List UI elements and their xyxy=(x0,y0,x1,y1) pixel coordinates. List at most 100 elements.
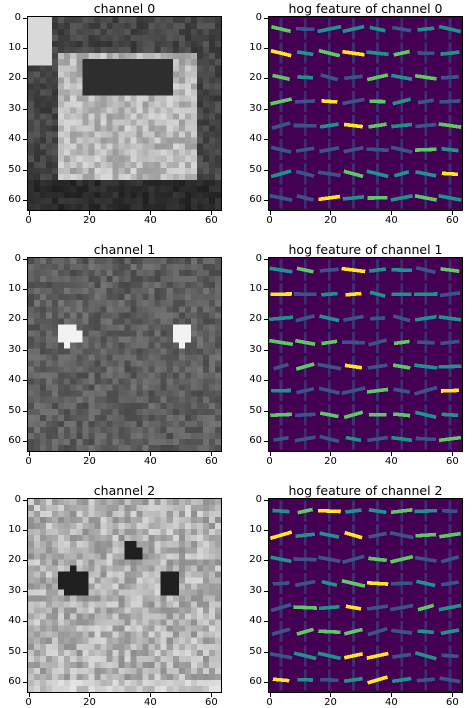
pixel-block xyxy=(40,415,46,421)
pixel-block xyxy=(185,204,191,210)
pixel-block xyxy=(82,511,88,517)
pixel-block xyxy=(118,270,124,276)
pixel-block xyxy=(88,517,94,523)
pixel-block xyxy=(209,541,215,547)
pixel-block xyxy=(149,95,155,101)
pixel-block xyxy=(100,614,106,620)
pixel-block xyxy=(173,553,179,559)
pixel-block xyxy=(179,565,185,571)
pixel-block xyxy=(94,120,100,126)
pixel-block xyxy=(179,192,185,198)
pixel-block xyxy=(191,276,197,282)
pixel-block xyxy=(40,258,46,264)
pixel-block xyxy=(203,138,209,144)
pixel-block xyxy=(94,258,100,264)
pixel-block xyxy=(70,577,76,583)
pixel-block xyxy=(118,439,124,445)
pixel-block xyxy=(94,541,100,547)
pixel-block xyxy=(167,517,173,523)
pixel-block xyxy=(167,23,173,29)
pixel-block xyxy=(106,517,112,523)
pixel-block xyxy=(137,668,143,674)
pixel-block xyxy=(215,541,221,547)
pixel-block xyxy=(131,330,137,336)
pixel-block xyxy=(173,312,179,318)
pixel-block xyxy=(106,355,112,361)
pixel-block xyxy=(46,680,52,686)
pixel-block xyxy=(58,77,64,83)
pixel-block xyxy=(52,59,58,65)
pixel-block xyxy=(118,397,124,403)
pixel-block xyxy=(82,288,88,294)
pixel-block xyxy=(125,126,131,132)
pixel-block xyxy=(34,445,40,451)
pixel-block xyxy=(215,638,221,644)
pixel-block xyxy=(34,439,40,445)
pixel-block xyxy=(173,270,179,276)
pixel-block xyxy=(185,535,191,541)
pixel-block xyxy=(70,686,76,692)
pixel-block xyxy=(167,397,173,403)
pixel-block xyxy=(34,288,40,294)
pixel-block xyxy=(125,656,131,662)
pixel-block xyxy=(143,379,149,385)
pixel-block xyxy=(52,126,58,132)
pixel-block xyxy=(161,656,167,662)
pixel-block xyxy=(70,126,76,132)
x-tick-label: 40 xyxy=(381,457,401,467)
pixel-block xyxy=(88,433,94,439)
pixel-block xyxy=(64,367,70,373)
pixel-block xyxy=(64,318,70,324)
pixel-block xyxy=(167,53,173,59)
pixel-block xyxy=(82,306,88,312)
pixel-block xyxy=(137,577,143,583)
pixel-block xyxy=(179,132,185,138)
pixel-block xyxy=(167,445,173,451)
pixel-block xyxy=(131,656,137,662)
pixel-block xyxy=(46,541,52,547)
pixel-block xyxy=(149,403,155,409)
pixel-block xyxy=(137,276,143,282)
pixel-block xyxy=(82,132,88,138)
pixel-block xyxy=(94,656,100,662)
pixel-block xyxy=(106,445,112,451)
pixel-block xyxy=(197,391,203,397)
pixel-block xyxy=(46,276,52,282)
y-tick-label: 0 xyxy=(3,13,21,23)
pixel-block xyxy=(76,107,82,113)
pixel-block xyxy=(64,89,70,95)
pixel-block xyxy=(161,47,167,53)
pixel-block xyxy=(179,403,185,409)
x-tick-mark xyxy=(330,693,331,697)
pixel-block xyxy=(70,336,76,342)
pixel-block xyxy=(52,620,58,626)
pixel-block xyxy=(185,330,191,336)
pixel-block xyxy=(143,559,149,565)
hog-cell-gradient xyxy=(296,534,315,536)
pixel-block xyxy=(64,674,70,680)
pixel-block xyxy=(179,662,185,668)
pixel-block xyxy=(197,499,203,505)
pixel-block xyxy=(209,403,215,409)
pixel-block xyxy=(112,596,118,602)
pixel-block xyxy=(46,415,52,421)
pixel-block xyxy=(58,114,64,120)
pixel-block xyxy=(125,668,131,674)
pixel-block xyxy=(131,342,137,348)
pixel-block xyxy=(131,282,137,288)
pixel-block xyxy=(179,162,185,168)
pixel-block xyxy=(64,415,70,421)
pixel-block xyxy=(118,571,124,577)
pixel-block xyxy=(191,565,197,571)
pixel-block xyxy=(131,35,137,41)
pixel-block xyxy=(125,632,131,638)
pixel-block xyxy=(46,614,52,620)
pixel-block xyxy=(137,107,143,113)
pixel-block xyxy=(143,626,149,632)
pixel-block xyxy=(125,77,131,83)
pixel-block xyxy=(76,312,82,318)
pixel-block xyxy=(94,686,100,692)
pixel-block xyxy=(82,23,88,29)
hog-cell-gradient xyxy=(320,269,339,271)
pixel-block xyxy=(185,41,191,47)
